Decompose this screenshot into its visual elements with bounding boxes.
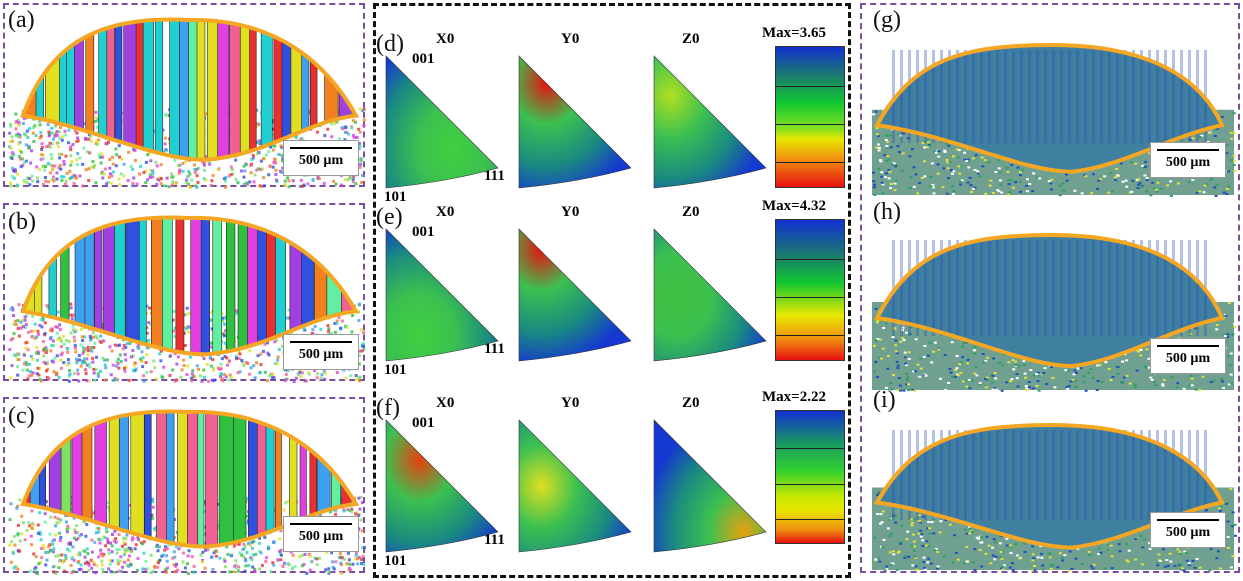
scale-bar: 500 µm bbox=[283, 334, 359, 370]
ebsd-panel-b bbox=[3, 203, 365, 381]
ipf-header: Y0 bbox=[561, 395, 580, 411]
ebsd-panel-a bbox=[3, 3, 365, 187]
corner-001-label: 001 bbox=[412, 224, 435, 240]
panel-label: (a) bbox=[8, 7, 35, 33]
scale-bar-label: 500 µm bbox=[1165, 525, 1211, 540]
ipf-panel bbox=[373, 3, 851, 578]
ipf-header: Y0 bbox=[561, 204, 580, 220]
max-density-label: Max=3.65 bbox=[762, 25, 826, 41]
inverse-pole-figure-x0 bbox=[385, 228, 499, 362]
ipf-header: X0 bbox=[436, 31, 455, 47]
ipf-header: Y0 bbox=[561, 31, 580, 47]
scale-bar-label: 500 µm bbox=[298, 153, 344, 168]
max-density-label: Max=2.22 bbox=[762, 389, 826, 405]
ipf-header: Z0 bbox=[682, 204, 700, 220]
ipf-header: Z0 bbox=[682, 395, 700, 411]
panel-label: (b) bbox=[8, 209, 36, 235]
corner-101-label: 101 bbox=[384, 189, 407, 205]
scale-bar-label: 500 µm bbox=[1165, 351, 1211, 366]
scale-bar: 500 µm bbox=[283, 140, 359, 176]
kam-map-g bbox=[872, 42, 1237, 197]
fusion-boundary bbox=[873, 42, 1225, 174]
ipf-header: X0 bbox=[436, 204, 455, 220]
inverse-pole-figure-z0 bbox=[653, 419, 767, 553]
panel-label: (g) bbox=[873, 7, 901, 33]
fusion-boundary bbox=[873, 422, 1225, 550]
panel-label: (d) bbox=[376, 31, 404, 57]
scale-bar: 500 µm bbox=[1150, 512, 1226, 548]
color-scale-bar bbox=[775, 46, 845, 188]
scale-bar-line bbox=[290, 147, 352, 149]
inverse-pole-figure-x0 bbox=[385, 55, 499, 189]
scale-bar-line bbox=[290, 523, 352, 525]
ebsd-map-c bbox=[8, 409, 366, 575]
corner-101-label: 101 bbox=[384, 362, 407, 378]
corner-111-label: 111 bbox=[484, 168, 505, 184]
color-scale-bar bbox=[775, 410, 845, 544]
panel-label: (h) bbox=[873, 199, 901, 225]
inverse-pole-figure-z0 bbox=[653, 228, 767, 362]
fusion-boundary bbox=[20, 409, 360, 549]
scale-bar-line bbox=[1157, 519, 1219, 521]
ebsd-panel-c bbox=[3, 397, 365, 573]
panel-label: (c) bbox=[8, 403, 35, 429]
panel-label: (i) bbox=[873, 387, 896, 413]
scale-bar: 500 µm bbox=[1150, 338, 1226, 374]
scale-bar-label: 500 µm bbox=[298, 529, 344, 544]
corner-001-label: 001 bbox=[412, 51, 435, 67]
ipf-header: Z0 bbox=[682, 31, 700, 47]
fusion-boundary bbox=[873, 232, 1225, 369]
scale-bar-line bbox=[1157, 149, 1219, 151]
inverse-pole-figure-y0 bbox=[518, 419, 632, 553]
fusion-boundary bbox=[20, 215, 360, 357]
corner-111-label: 111 bbox=[484, 532, 505, 548]
scale-bar-label: 500 µm bbox=[298, 347, 344, 362]
kam-map-i bbox=[872, 422, 1237, 572]
ipf-header: X0 bbox=[436, 395, 455, 411]
inverse-pole-figure-y0 bbox=[518, 55, 632, 189]
corner-001-label: 001 bbox=[412, 415, 435, 431]
corner-111-label: 111 bbox=[484, 341, 505, 357]
kam-panel bbox=[860, 3, 1240, 573]
corner-101-label: 101 bbox=[384, 553, 407, 569]
panel-label: (f) bbox=[376, 395, 400, 421]
max-density-label: Max=4.32 bbox=[762, 198, 826, 214]
inverse-pole-figure-x0 bbox=[385, 419, 499, 553]
scale-bar-line bbox=[290, 341, 352, 343]
scale-bar-label: 500 µm bbox=[1165, 155, 1211, 170]
scale-bar: 500 µm bbox=[1150, 142, 1226, 178]
panel-label: (e) bbox=[376, 204, 403, 230]
scale-bar-line bbox=[1157, 345, 1219, 347]
scale-bar: 500 µm bbox=[283, 516, 359, 552]
inverse-pole-figure-z0 bbox=[653, 55, 767, 189]
inverse-pole-figure-y0 bbox=[518, 228, 632, 362]
color-scale-bar bbox=[775, 219, 845, 361]
fusion-boundary bbox=[20, 17, 360, 162]
